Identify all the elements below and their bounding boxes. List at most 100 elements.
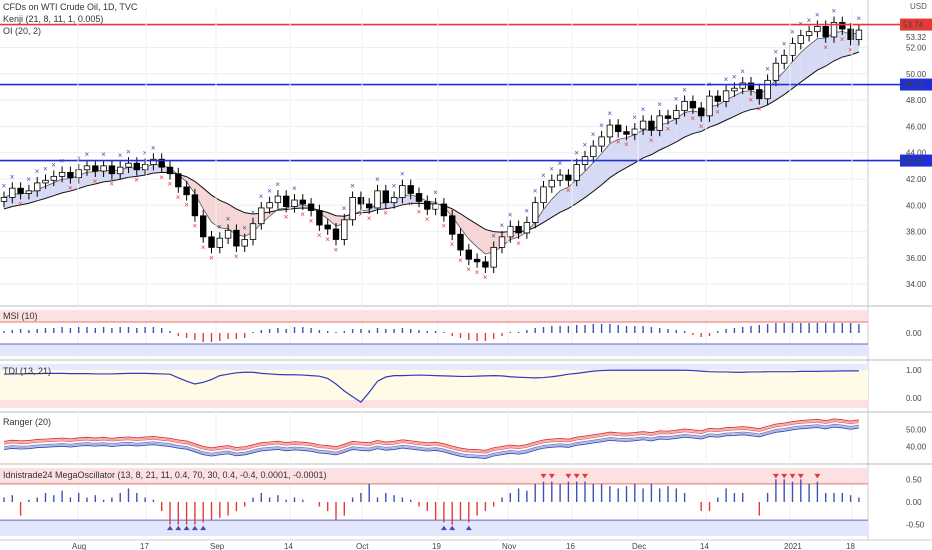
stop-marker: × — [690, 114, 695, 123]
candle — [747, 82, 755, 90]
candle — [756, 89, 763, 100]
candle — [797, 35, 804, 44]
msi-lower-zone — [0, 344, 868, 356]
price-tick-label: 52.00 — [906, 43, 927, 52]
stop-marker: × — [524, 206, 529, 215]
stop-marker: × — [26, 175, 31, 184]
stop-marker: × — [740, 67, 745, 76]
candle — [448, 215, 456, 235]
mega-tick-label: -0.50 — [906, 521, 925, 530]
trend-cloud-segment — [560, 187, 569, 213]
stop-marker: × — [151, 143, 156, 152]
candle — [523, 221, 531, 234]
stop-marker: × — [43, 164, 48, 173]
stop-marker: × — [682, 85, 687, 94]
candle — [473, 258, 481, 263]
stop-marker: × — [433, 188, 438, 197]
trend-cloud-segment — [800, 45, 810, 83]
stop-marker: × — [317, 231, 322, 240]
trend-cloud-segment — [45, 182, 54, 199]
stop-marker: × — [2, 181, 7, 190]
stop-marker: × — [85, 150, 90, 159]
stop-marker: × — [325, 235, 330, 244]
stop-marker: × — [583, 141, 588, 150]
stop-marker: × — [226, 214, 231, 223]
candle — [241, 239, 248, 247]
pane-title-ranger: Ranger (20) — [3, 417, 52, 427]
candle — [58, 172, 66, 177]
mega-sell-arrow — [565, 473, 572, 479]
candle — [249, 223, 257, 240]
mega-sell-arrow — [789, 473, 796, 479]
candle — [573, 164, 580, 181]
candle — [673, 110, 680, 119]
mega-sell-arrow — [781, 473, 788, 479]
trend-cloud-segment — [236, 208, 245, 237]
stop-marker: × — [408, 199, 413, 208]
candle — [772, 62, 780, 81]
indicator-oi-label: OI (20, 2) — [3, 26, 42, 36]
stop-marker: × — [267, 187, 272, 196]
stop-marker: × — [76, 154, 81, 163]
level-tag — [900, 18, 932, 31]
stop-marker: × — [566, 186, 571, 195]
stop-marker: × — [184, 201, 189, 210]
candle — [415, 193, 423, 202]
candle — [407, 185, 414, 194]
candle — [307, 203, 315, 211]
stop-marker: × — [466, 265, 471, 274]
last-price-label: 53.32 — [906, 33, 927, 42]
stop-marker: × — [350, 181, 355, 190]
candle — [556, 174, 564, 181]
stop-marker: × — [10, 172, 15, 181]
trend-cloud-segment — [684, 110, 693, 138]
candle — [299, 199, 306, 205]
candle — [199, 215, 207, 238]
stop-marker: × — [782, 39, 787, 48]
candle — [465, 249, 472, 260]
candle — [141, 164, 149, 171]
ranger-band — [3, 418, 859, 451]
stop-marker: × — [491, 231, 496, 240]
stop-marker: × — [383, 209, 388, 218]
candle — [125, 162, 132, 168]
stop-marker: × — [649, 136, 654, 145]
candle — [282, 195, 290, 208]
stop-marker: × — [732, 72, 737, 81]
candle — [739, 82, 746, 89]
trend-cloud-segment — [203, 188, 212, 223]
trend-cloud-segment — [468, 219, 478, 248]
price-tick-label: 36.00 — [906, 254, 927, 263]
stop-marker: × — [765, 64, 770, 73]
candle — [781, 54, 788, 64]
pane-title-megaoscillator: Idnistrade24 MegaOscillator (13, 8, 21, … — [3, 470, 327, 480]
mega-buy-arrow — [440, 525, 447, 531]
candle — [532, 202, 539, 223]
time-tick-label: Oct — [356, 542, 369, 550]
trend-cloud-segment — [825, 32, 834, 67]
tdi-lower-zone — [0, 400, 868, 408]
candle — [0, 197, 8, 202]
stop-marker: × — [856, 14, 861, 23]
candle — [233, 229, 240, 247]
candle — [805, 31, 813, 37]
mega-buy-arrow — [465, 525, 472, 531]
stop-marker: × — [209, 253, 214, 262]
mega-buy-arrow — [175, 525, 182, 531]
indicator-kenji-label: Kenji (21, 8, 11, 1, 0.005) — [3, 14, 104, 24]
time-tick-label: 18 — [846, 542, 855, 550]
ranger-tick-label: 50.00 — [906, 426, 927, 435]
candle — [357, 197, 365, 205]
stop-marker: × — [773, 47, 778, 56]
stop-marker: × — [109, 180, 114, 189]
mega-sell-arrow — [582, 473, 588, 479]
stop-marker: × — [624, 140, 629, 149]
stop-marker: × — [450, 240, 455, 249]
stop-marker: × — [574, 149, 579, 158]
trend-cloud-segment — [609, 139, 619, 178]
candle — [590, 145, 597, 158]
candle — [399, 185, 406, 198]
trend-cloud-segment — [834, 31, 843, 61]
stop-marker: × — [176, 193, 181, 202]
stop-marker: × — [757, 105, 762, 114]
